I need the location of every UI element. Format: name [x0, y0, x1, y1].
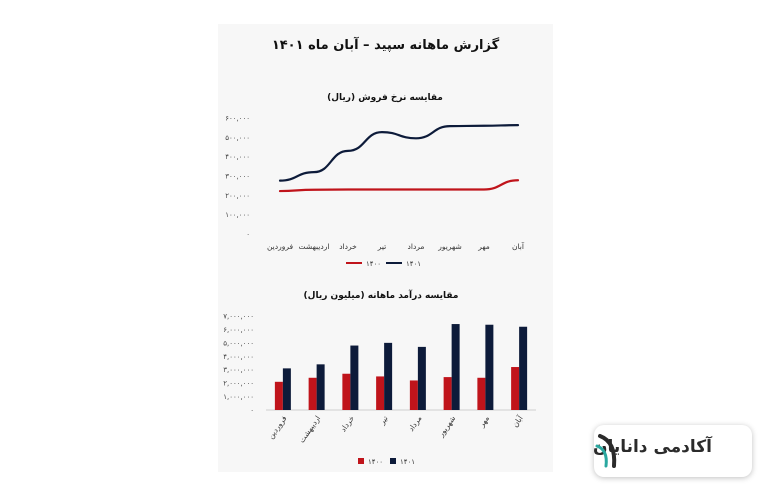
- x-tick-label: مرداد: [408, 242, 425, 251]
- x-tick-label: فروردین: [266, 414, 289, 441]
- bar-0: [477, 377, 486, 410]
- y-tick-label: ۳,۰۰۰,۰۰۰: [223, 366, 254, 374]
- bar-1: [451, 324, 460, 410]
- x-tick-label: تیر: [377, 242, 387, 251]
- bar-1: [519, 326, 528, 410]
- y-tick-label: ۴۰۰,۰۰۰: [225, 153, 250, 161]
- x-tick-label: اردیبهشت: [297, 414, 322, 444]
- x-tick-label: مهر: [476, 414, 491, 430]
- y-tick-label: ۴,۰۰۰,۰۰۰: [223, 353, 254, 361]
- bar-0: [376, 376, 385, 410]
- logo-text: آکادمی دانایان: [592, 437, 712, 457]
- x-tick-label: شهریور: [437, 242, 461, 251]
- x-tick-label: خرداد: [339, 414, 357, 434]
- series-line-1: [278, 124, 520, 182]
- y-tick-label: ۷,۰۰۰,۰۰۰: [223, 313, 254, 321]
- sales-rate-line-chart: مقایسه نرخ فروش (ریال) ۰ ۱۰۰,۰۰۰ ۲۰۰,۰۰۰ ۳۰۰…: [225, 93, 525, 268]
- logo-mark-icon: [595, 434, 617, 468]
- bar-1: [350, 345, 359, 410]
- y-tick-label: ۶۰۰,۰۰۰: [225, 115, 250, 123]
- x-tick-label: آبان: [510, 413, 526, 429]
- x-tick-label: تیر: [377, 414, 390, 427]
- report-title: گزارش ماهانه سپید – آبان ماه ۱۴۰۱: [271, 38, 500, 53]
- bar-0: [511, 367, 520, 410]
- bar-0: [342, 373, 351, 410]
- x-tick-label: فروردین: [267, 242, 294, 251]
- y-tick-label: ۰: [250, 407, 254, 415]
- bar-1: [417, 346, 426, 410]
- x-tick-label: مهر: [477, 242, 490, 251]
- x-tick-label: خرداد: [339, 242, 357, 251]
- legend-swatch-0: [358, 458, 364, 464]
- bar-0: [308, 377, 317, 410]
- bar-1: [384, 342, 393, 410]
- legend-label-1: ۱۴۰۱: [406, 260, 421, 268]
- bar-1: [485, 324, 494, 410]
- x-tick-label: اردیبهشت: [299, 242, 330, 251]
- x-tick-label: شهریور: [436, 414, 457, 439]
- legend-label-0: ۱۴۰۰: [366, 260, 381, 268]
- legend-label-1: ۱۴۰۱: [400, 458, 415, 466]
- y-tick-label: ۱,۰۰۰,۰۰۰: [223, 393, 254, 401]
- y-tick-label: ۳۰۰,۰۰۰: [225, 173, 250, 181]
- y-tick-label: ۱۰۰,۰۰۰: [225, 211, 250, 219]
- y-tick-label: ۰: [246, 231, 250, 239]
- bar-1: [282, 368, 291, 410]
- y-tick-label: ۵۰۰,۰۰۰: [225, 134, 250, 142]
- x-tick-label: مرداد: [406, 414, 423, 433]
- report-panel: گزارش ماهانه سپید – آبان ماه ۱۴۰۱ مقایسه…: [218, 24, 553, 472]
- bar-chart-title: مقایسه درآمد ماهانه (میلیون ریال): [304, 289, 459, 301]
- x-tick-label: آبان: [512, 241, 525, 251]
- bar-0: [409, 380, 418, 410]
- bar-1: [316, 364, 325, 410]
- y-tick-label: ۲۰۰,۰۰۰: [225, 192, 250, 200]
- line-chart-title: مقایسه نرخ فروش (ریال): [327, 93, 443, 103]
- academy-logo: آکادمی دانایان: [592, 425, 752, 477]
- y-tick-label: ۶,۰۰۰,۰۰۰: [223, 326, 254, 334]
- legend-label-0: ۱۴۰۰: [368, 458, 383, 466]
- monthly-revenue-bar-chart: مقایسه درآمد ماهانه (میلیون ریال) ۰ ۱,۰۰۰,…: [223, 289, 536, 466]
- y-tick-label: ۵,۰۰۰,۰۰۰: [223, 339, 254, 347]
- bar-0: [274, 381, 283, 410]
- series-line-0: [278, 179, 520, 193]
- bar-0: [443, 377, 452, 410]
- legend-swatch-1: [390, 458, 396, 464]
- y-tick-label: ۲,۰۰۰,۰۰۰: [223, 380, 254, 388]
